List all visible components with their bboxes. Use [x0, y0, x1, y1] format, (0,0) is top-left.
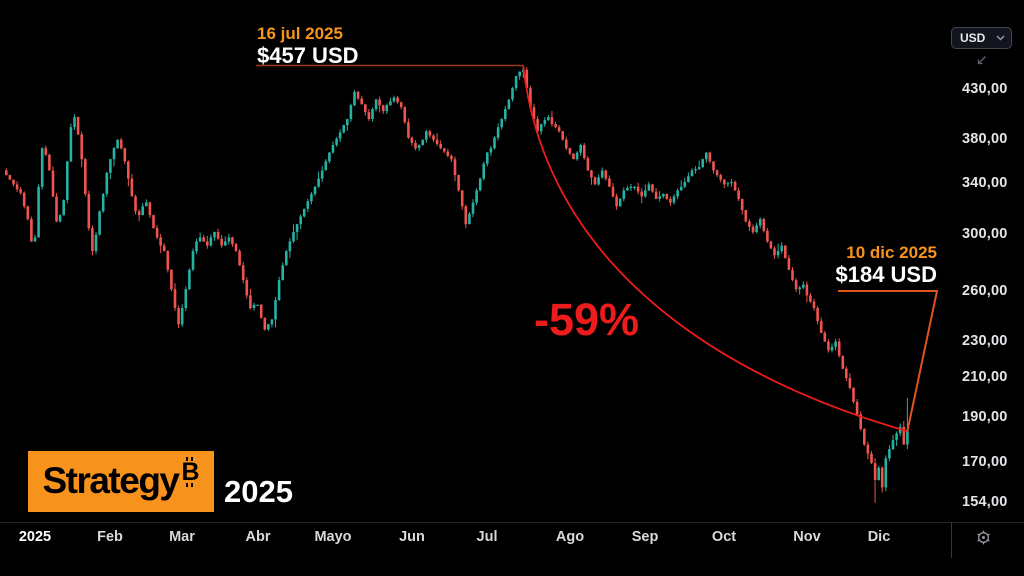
time-tick-label: 2025	[18, 529, 52, 545]
drawdown-percent-label: -59%	[534, 294, 640, 345]
logo-year-label: 2025	[224, 474, 293, 509]
price-tick-label: 210,00	[962, 369, 1008, 385]
chevron-down-icon	[996, 35, 1005, 41]
bitcoin-icon: B	[181, 456, 200, 487]
peak-date-label: 16 jul 2025	[257, 24, 344, 43]
time-tick-label: Sep	[631, 529, 659, 545]
currency-selector[interactable]: USD	[951, 27, 1012, 49]
price-tick-label: 230,00	[962, 333, 1008, 349]
time-tick-label: Abr	[245, 529, 271, 545]
price-tick-label: 300,00	[962, 226, 1008, 242]
time-tick-label: Nov	[793, 529, 821, 545]
time-tick-label: Jun	[399, 529, 425, 545]
time-tick-label: Mar	[169, 529, 195, 545]
time-tick-label: Jul	[476, 529, 498, 545]
trough-date-label: 10 dic 2025	[846, 243, 937, 262]
currency-selector-value: USD	[960, 31, 986, 45]
price-tick-label: 430,00	[962, 81, 1008, 97]
strategy-logo-text: Strategy	[42, 459, 180, 501]
peak-annotation: 16 jul 2025 $457 USD	[257, 24, 359, 67]
trough-callout-line	[838, 290, 939, 432]
time-tick-label: Feb	[97, 529, 123, 545]
strategy-logo: Strategy B	[28, 451, 214, 512]
trough-annotation: 10 dic 2025 $184 USD	[737, 243, 937, 286]
time-tick-label: Oct	[711, 529, 737, 545]
price-tick-label: 154,00	[962, 494, 1008, 510]
time-tick-label: Mayo	[314, 529, 352, 545]
peak-price-label: $457 USD	[257, 43, 359, 68]
price-tick-label: 260,00	[962, 283, 1008, 299]
candles	[5, 65, 909, 503]
price-tick-label: 170,00	[962, 454, 1008, 470]
price-tick-label: 340,00	[962, 175, 1008, 191]
trough-price-label: $184 USD	[835, 262, 937, 287]
time-tick-label: Dic	[867, 529, 891, 545]
price-tick-label: 190,00	[962, 409, 1008, 425]
time-tick-label: Ago	[555, 529, 585, 545]
resize-handle-icon[interactable]	[975, 53, 989, 67]
settings-gear-icon[interactable]	[975, 529, 992, 546]
price-tick-label: 380,00	[962, 131, 1008, 147]
drawdown-curve	[522, 65, 908, 433]
